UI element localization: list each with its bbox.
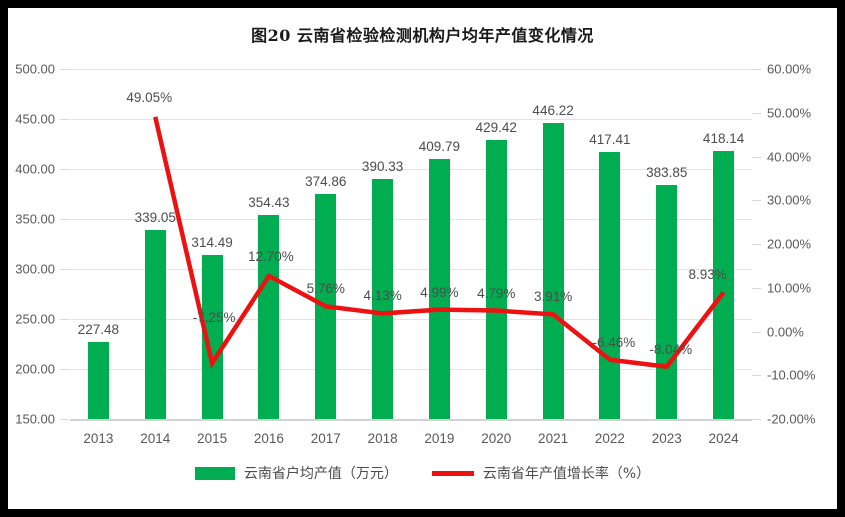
growth-rate-polyline[interactable] <box>153 116 726 370</box>
x-axis-label: 2024 <box>708 431 739 446</box>
y-axis-left-tick <box>60 319 69 320</box>
legend-item-label: 云南省户均产值（万元） <box>243 466 398 482</box>
bar[interactable] <box>485 139 507 419</box>
x-axis-label: 2021 <box>538 431 569 446</box>
x-axis-label: 2013 <box>83 431 114 446</box>
bar[interactable] <box>713 150 735 419</box>
bar[interactable] <box>258 214 280 419</box>
y-axis-left-tick-label: 300.00 <box>15 261 55 277</box>
y-axis-right-tick-label: 30.00% <box>767 192 812 208</box>
bar-value-label: 314.49 <box>191 234 233 250</box>
bar-value-label: 383.85 <box>646 165 688 181</box>
bar[interactable] <box>144 229 166 419</box>
y-axis-left-tick <box>60 119 69 120</box>
y-axis-right-tick-label: 20.00% <box>767 236 812 252</box>
y-axis-left-tick <box>60 169 69 170</box>
y-axis-left-tick <box>60 269 69 270</box>
y-axis-left-tick-label: 150.00 <box>15 411 55 427</box>
gridline <box>70 369 752 370</box>
line-value-label: 5.76% <box>306 281 345 297</box>
bar[interactable] <box>599 151 621 419</box>
y-axis-right-tick-label: -20.00% <box>767 411 816 427</box>
y-axis-right-tick-label: 0.00% <box>767 324 804 339</box>
legend-line-swatch-icon <box>431 470 474 476</box>
bar-value-label: 390.33 <box>361 158 404 174</box>
y-axis-right-tick <box>752 375 761 377</box>
line-value-label: 49.05% <box>126 89 173 105</box>
line-value-label: 4.13% <box>363 288 402 304</box>
bar-value-label: 227.48 <box>77 321 120 337</box>
x-axis-label: 2023 <box>651 431 682 446</box>
line-value-label: -8.04% <box>649 341 693 357</box>
y-axis-left-tick <box>60 419 69 420</box>
y-axis-right-tick-label: 60.00% <box>767 61 812 77</box>
y-axis-left-tick-label: 400.00 <box>15 161 55 177</box>
bar-value-label: 409.79 <box>418 139 461 155</box>
line-value-label: 8.93% <box>688 267 727 283</box>
x-axis-label: 2016 <box>253 431 284 446</box>
y-axis-left-tick <box>60 369 69 370</box>
gridline <box>70 219 752 220</box>
line-value-label: 12.70% <box>248 248 294 264</box>
chart-title: 图20 云南省检验检测机构户均年产值变化情况 <box>251 26 594 45</box>
bar-value-label: 429.42 <box>475 119 517 135</box>
bar-value-label: 374.86 <box>305 174 347 190</box>
plot-area: 150.00 200.00 250.00 300.00 350.00 400.00 450.… <box>15 62 815 447</box>
y-axis-right-tick <box>752 331 761 333</box>
y-axis-right-tick <box>752 69 761 70</box>
bar-value-label: 339.05 <box>134 209 176 225</box>
y-axis-left-tick-label: 250.00 <box>15 311 55 327</box>
bar[interactable] <box>542 122 564 419</box>
line-value-label: -7.25% <box>192 310 236 326</box>
x-axis-label: 2015 <box>197 431 228 446</box>
y-axis-right-tick <box>752 287 761 289</box>
x-axis-label: 2017 <box>310 431 341 446</box>
line-value-label: -6.46% <box>592 334 636 350</box>
bar[interactable] <box>87 341 109 419</box>
line-value-label: 3.91% <box>533 289 573 305</box>
y-axis-right-tick <box>752 200 761 202</box>
y-axis-right-tick <box>752 419 761 420</box>
bar-value-label: 446.22 <box>532 102 574 118</box>
y-axis-right-tick-label: -10.00% <box>767 367 816 383</box>
line-series-yunnan-growth-rate <box>153 116 726 370</box>
x-axis-label: 2018 <box>367 431 398 446</box>
x-axis-line <box>70 419 752 421</box>
y-axis-right-tick-label: 40.00% <box>767 149 812 164</box>
y-axis-left-tick-label: 500.00 <box>15 61 55 77</box>
y-axis-right-tick <box>752 156 761 158</box>
x-axis-label: 2022 <box>594 431 625 446</box>
line-value-label: 4.79% <box>477 285 516 301</box>
x-axis-label: 2014 <box>140 431 171 446</box>
bar[interactable] <box>428 159 450 419</box>
bar-value-label: 418.14 <box>702 130 745 146</box>
gridline <box>70 69 752 70</box>
gridline <box>70 169 752 170</box>
y-axis-right-tick-label: 10.00% <box>767 280 812 296</box>
legend-item-label: 云南省年产值增长率（%） <box>482 466 651 482</box>
legend-bar-swatch-icon <box>194 466 235 480</box>
y-axis-right-tick <box>752 112 761 114</box>
bar[interactable] <box>372 178 394 419</box>
y-axis-left-tick <box>60 219 69 220</box>
x-axis-label: 2020 <box>481 431 512 446</box>
legend-item-line[interactable]: 云南省年产值增长率（%） <box>431 463 651 483</box>
gridline <box>70 119 752 120</box>
gridline <box>70 269 752 270</box>
y-axis-right-tick <box>752 244 761 245</box>
line-value-label: 4.99% <box>420 284 459 300</box>
bar-value-label: 354.43 <box>248 194 290 210</box>
chart-figure: 图20 云南省检验检测机构户均年产值变化情况 150.00 200.00 250.0… <box>8 8 837 509</box>
y-axis-left-tick <box>60 69 69 70</box>
chart-legend: 云南省户均产值（万元） 云南省年产值增长率（%） <box>8 463 837 483</box>
y-axis-left-tick-label: 450.00 <box>15 111 55 127</box>
gridline <box>70 319 752 320</box>
y-axis-left-tick-label: 200.00 <box>15 361 55 377</box>
y-axis-right-tick-label: 50.00% <box>767 105 812 121</box>
bar-value-label: 417.41 <box>589 131 631 147</box>
y-axis-left-tick-label: 350.00 <box>15 211 55 227</box>
x-axis-label: 2019 <box>424 431 455 446</box>
legend-item-bar[interactable]: 云南省户均产值（万元） <box>194 463 398 483</box>
bar[interactable] <box>201 254 223 419</box>
